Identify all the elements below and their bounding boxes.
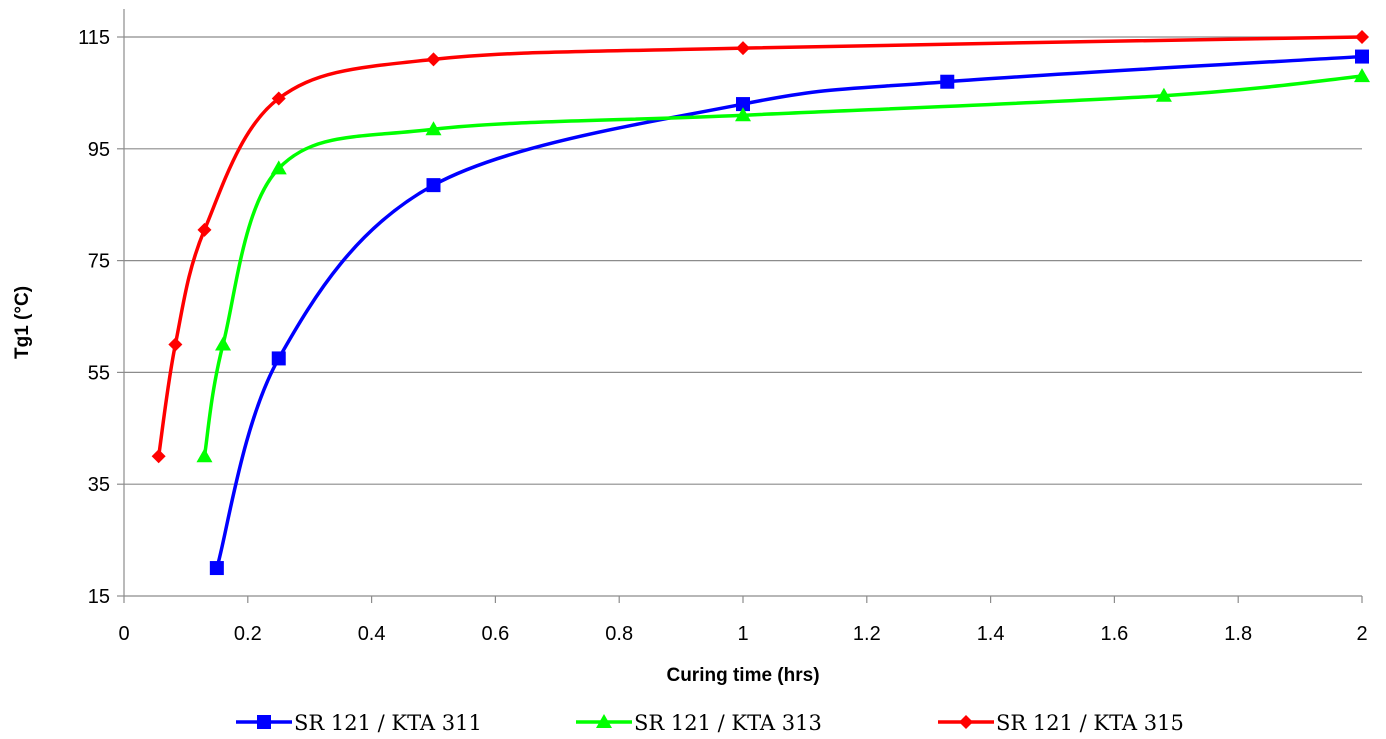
data-point: [196, 448, 213, 463]
x-tick-label: 1.8: [1224, 623, 1252, 645]
data-point: [735, 107, 751, 122]
gridlines: [117, 36, 1362, 597]
legend: SR 121 / KTA 311 SR 121 / KTA 313 SR 121 /…: [236, 711, 1184, 735]
legend-label: SR 121 / KTA 315: [996, 711, 1184, 735]
data-point: [426, 178, 441, 193]
data-point: [736, 97, 750, 112]
y-tick-label: 15: [88, 586, 110, 608]
data-point: [197, 222, 212, 237]
y-tick-label: 75: [88, 251, 110, 273]
x-tick-label: 0.2: [234, 623, 262, 645]
y-tick-label: 35: [88, 474, 110, 496]
legend-item: SR 121 / KTA 311: [236, 711, 482, 735]
legend-marker: [959, 715, 973, 729]
series-2: [196, 68, 1370, 463]
legend-marker: [596, 714, 612, 728]
data-point: [736, 41, 750, 56]
data-point: [271, 351, 286, 366]
series-line: [156, 35, 1363, 457]
x-tick-label: 0.6: [481, 623, 509, 645]
data-point: [1355, 30, 1369, 44]
data-point: [271, 91, 286, 106]
series-3: [151, 30, 1369, 464]
y-tick-labels: 15 35 55 75 95 115: [78, 27, 110, 608]
data-point: [1355, 49, 1369, 64]
data-point: [425, 121, 442, 136]
x-tick-label: 0.8: [605, 623, 633, 645]
data-point: [1155, 87, 1172, 102]
x-tick-label: 1.4: [977, 623, 1005, 645]
legend-label: SR 121 / KTA 311: [294, 711, 482, 735]
y-tick-label: 55: [88, 362, 110, 384]
x-tick-label: 1.2: [853, 623, 881, 645]
x-tick-label: 1.6: [1100, 623, 1128, 645]
data-point: [270, 160, 287, 175]
x-tick-label: 0: [118, 623, 129, 645]
x-tick-label: 2: [1356, 623, 1367, 645]
legend-label: SR 121 / KTA 313: [634, 711, 822, 735]
axes: [123, 9, 1363, 603]
legend-item: SR 121 / KTA 313: [576, 711, 822, 735]
y-tick-label: 115: [78, 27, 110, 49]
x-axis-title: Curing time (hrs): [666, 665, 819, 686]
x-tick-label: 0.4: [358, 623, 386, 645]
data-point: [215, 336, 232, 351]
series-group: [151, 30, 1370, 576]
y-tick-label: 95: [88, 139, 110, 161]
data-point: [209, 561, 224, 576]
legend-marker: [257, 715, 271, 729]
data-point: [1354, 68, 1370, 83]
data-point: [940, 74, 955, 89]
y-axis-title: Tg1 (°C): [12, 286, 33, 359]
data-point: [151, 449, 166, 464]
series-1: [209, 49, 1369, 576]
series-line: [202, 74, 1363, 457]
data-point: [426, 52, 441, 67]
x-tick-labels: 0 0.2 0.4 0.6 0.8 1 1.2 1.4 1.6 1.8 2: [118, 623, 1367, 645]
data-point: [168, 337, 183, 352]
x-tick-label: 1: [737, 623, 748, 645]
legend-item: SR 121 / KTA 315: [938, 711, 1184, 735]
